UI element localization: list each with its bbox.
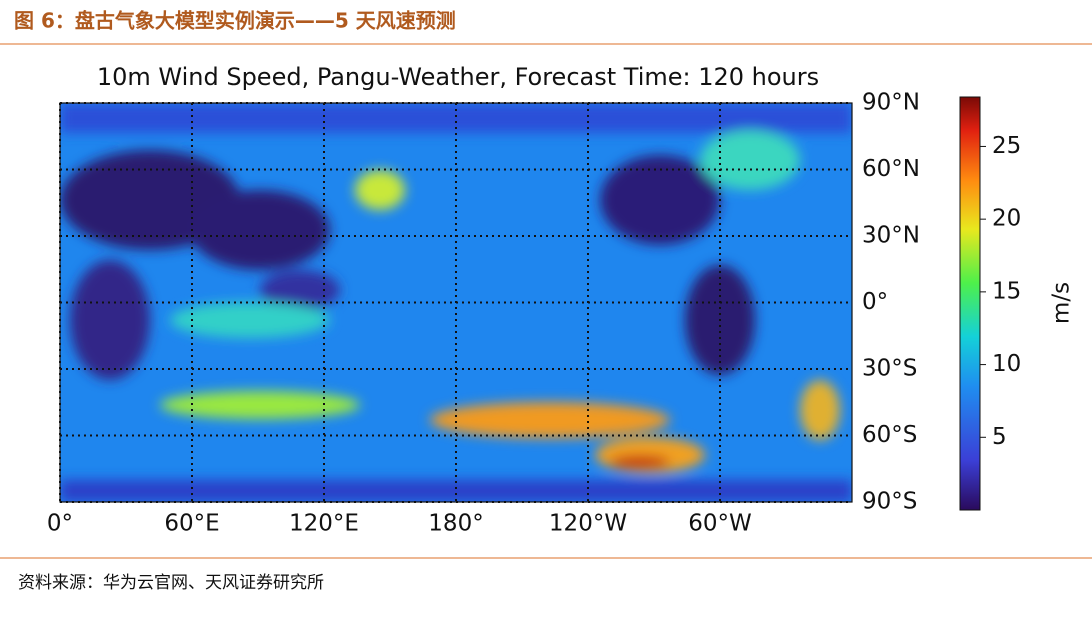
colorbar-tick-label: 15: [992, 278, 1021, 304]
x-tick-label: 180°: [428, 511, 483, 537]
x-tick-label: 60°W: [688, 511, 752, 537]
colorbar-tick-label: 25: [992, 133, 1021, 159]
header-title: 图 6：盘古气象大模型实例演示——5 天风速预测: [14, 9, 456, 33]
x-tick-label: 0°: [47, 511, 73, 537]
colorbar-tick-label: 5: [992, 424, 1007, 450]
x-tick-label: 60°E: [164, 511, 219, 537]
y-tick-label: 90°N: [862, 90, 920, 116]
x-tick-label: 120°E: [289, 511, 359, 537]
y-tick-label: 60°S: [862, 422, 917, 448]
source: 资料来源：华为云官网、天风证券研究所: [18, 573, 324, 593]
colorbar-tick-label: 10: [992, 351, 1021, 377]
y-tick-label: 0°: [862, 289, 888, 315]
y-tick-label: 30°N: [862, 223, 920, 249]
y-tick-label: 60°N: [862, 156, 920, 182]
chart-title: 10m Wind Speed, Pangu-Weather, Forecast …: [97, 63, 819, 91]
x-tick-label: 120°W: [549, 511, 627, 537]
colorbar-tick-label: 20: [992, 206, 1021, 232]
y-tick-label: 30°S: [862, 356, 917, 382]
colorbar: [959, 96, 981, 511]
colorbar-label: m/s: [1049, 282, 1075, 324]
y-tick-label: 90°S: [862, 489, 917, 515]
